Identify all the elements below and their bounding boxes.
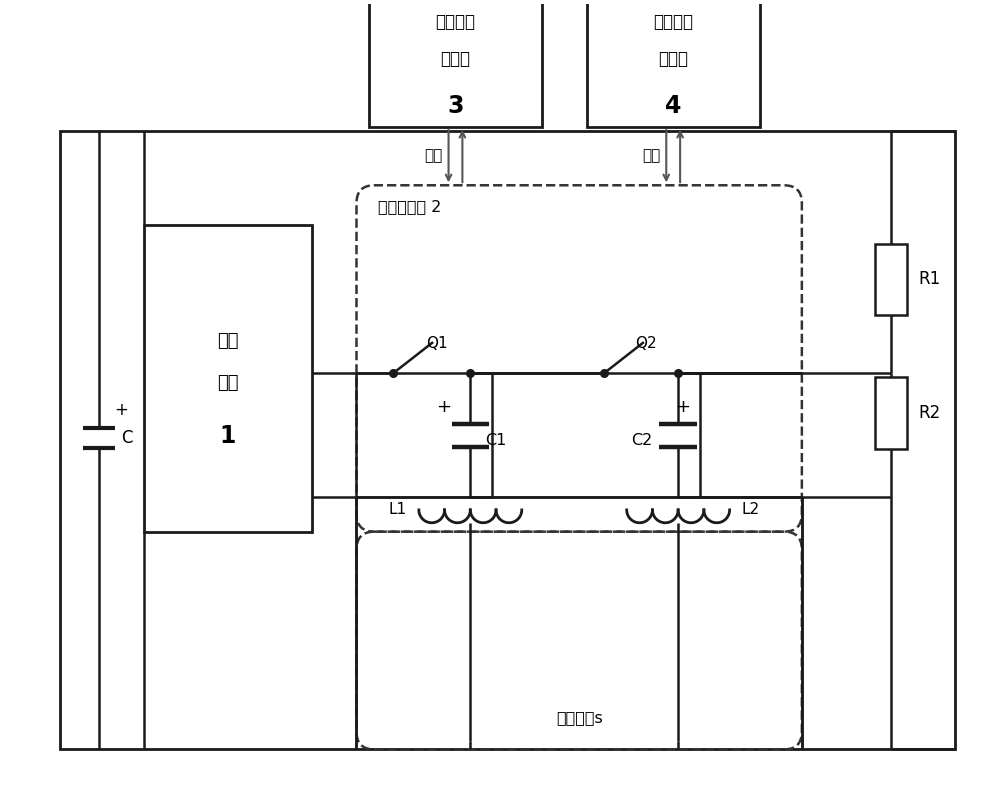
Bar — [875, 244, 907, 315]
Text: R1: R1 — [919, 271, 941, 288]
Bar — [369, 0, 542, 127]
Text: 电源: 电源 — [217, 374, 239, 392]
Text: Q2: Q2 — [635, 336, 657, 351]
Text: 本地模块: 本地模块 — [435, 13, 475, 31]
Text: 旁路驱动板 2: 旁路驱动板 2 — [378, 200, 442, 215]
Text: 旁路开关s: 旁路开关s — [556, 710, 603, 726]
Text: L2: L2 — [741, 503, 760, 517]
Bar — [144, 225, 312, 532]
Text: Q1: Q1 — [426, 336, 447, 351]
Text: 3: 3 — [447, 94, 464, 118]
Text: 光纤: 光纤 — [424, 149, 443, 163]
Text: 1: 1 — [220, 423, 236, 448]
Text: 控制板: 控制板 — [440, 49, 470, 68]
Text: 取能: 取能 — [217, 331, 239, 350]
Text: 临近模块: 临近模块 — [653, 13, 693, 31]
Text: C1: C1 — [485, 433, 507, 448]
Bar — [875, 377, 907, 448]
Text: +: + — [436, 398, 451, 416]
Text: +: + — [676, 398, 691, 416]
Text: R2: R2 — [919, 404, 941, 422]
Text: 控制板: 控制板 — [658, 49, 688, 68]
Bar — [60, 131, 955, 749]
Text: C: C — [121, 429, 132, 447]
Text: +: + — [114, 401, 128, 419]
Text: L1: L1 — [389, 503, 407, 517]
Text: 光纤: 光纤 — [642, 149, 660, 163]
Bar — [587, 0, 760, 127]
Text: C2: C2 — [631, 433, 652, 448]
Text: 4: 4 — [665, 94, 681, 118]
